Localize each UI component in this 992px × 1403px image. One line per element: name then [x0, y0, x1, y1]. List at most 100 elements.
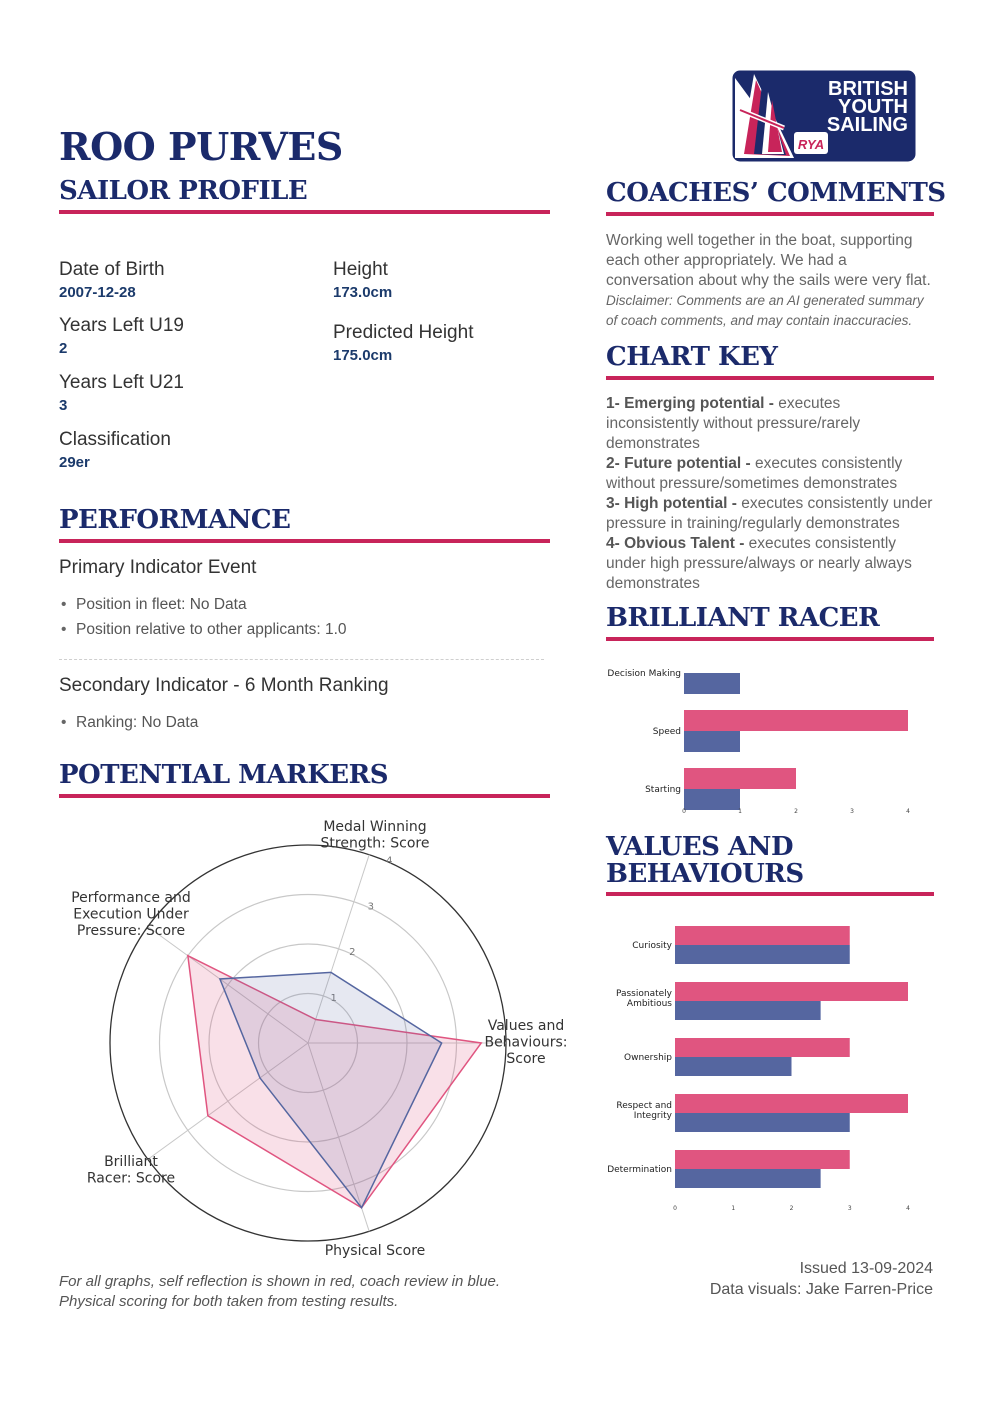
category-label: Speed: [653, 727, 681, 737]
x-tick-label: 4: [906, 1205, 910, 1212]
values-behaviours-heading: VALUES AND BEHAVIOURS: [606, 832, 804, 889]
chart-key-item: 4- Obvious Talent - executes consistentl…: [606, 535, 912, 592]
radar-axis-label: Physical Score: [325, 1243, 426, 1259]
self-bar: [684, 710, 908, 731]
height-field: Height 173.0cm: [333, 259, 392, 301]
coach-bar: [684, 731, 740, 752]
field-value: 173.0cm: [333, 284, 393, 301]
x-tick-label: 2: [790, 1205, 794, 1212]
secondary-indicator-title: Secondary Indicator - 6 Month Ranking: [59, 675, 389, 696]
rya-badge-text: RYA: [798, 137, 824, 152]
radar-spoke: [147, 926, 309, 1044]
x-tick-label: 3: [848, 1205, 852, 1212]
chart-key-heading: CHART KEY: [606, 342, 778, 372]
sailor-profile-heading: SAILOR PROFILE: [59, 176, 308, 206]
x-tick-label: 0: [682, 808, 686, 815]
logo-text-line1: BRITISH: [828, 78, 908, 100]
field-value: 175.0cm: [333, 347, 393, 364]
ai-disclaimer: Disclaimer: Comments are an AI generated…: [606, 293, 924, 328]
radar-axis-label: Brilliant Racer: Score: [87, 1154, 175, 1187]
self-bar: [675, 1094, 908, 1113]
self-bar: [675, 1038, 850, 1057]
performance-heading: PERFORMANCE: [59, 505, 291, 535]
primary-indicator-list: Position in fleet: No Data Position rela…: [59, 592, 347, 642]
years-left-u19-field: Years Left U19 2: [59, 315, 184, 357]
field-label: Years Left U21: [59, 372, 184, 393]
potential-markers-heading: POTENTIAL MARKERS: [59, 760, 389, 790]
classification-field: Classification 29er: [59, 429, 171, 471]
radar-tick-label: 3: [368, 901, 374, 912]
radar-axis-label: Values and Behaviours: Score: [484, 1018, 567, 1067]
section-divider: [606, 212, 934, 216]
radar-tick-label: 2: [349, 947, 355, 958]
category-label: Determination: [607, 1165, 672, 1175]
years-left-u21-field: Years Left U21 3: [59, 372, 184, 414]
coach-bar: [675, 1057, 792, 1076]
section-divider: [59, 210, 550, 214]
issue-footer: Issued 13-09-2024 Data visuals: Jake Far…: [710, 1258, 933, 1300]
coach-bar: [675, 1169, 821, 1188]
sailor-name: ROO PURVES: [59, 124, 343, 169]
coach-bar: [684, 673, 740, 694]
coach-bar: [684, 789, 740, 810]
section-divider: [59, 794, 550, 798]
british-youth-sailing-logo: RYA BRITISH YOUTH SAILING: [732, 70, 916, 162]
radar-axis-label: Medal Winning Strength: Score: [321, 819, 430, 852]
chart-key-item: 1- Emerging potential - executes inconsi…: [606, 395, 861, 452]
x-tick-label: 0: [673, 1205, 677, 1212]
section-divider: [606, 376, 934, 380]
list-item: Position in fleet: No Data: [59, 592, 347, 617]
logo-text-line3: SAILING: [827, 114, 908, 136]
radar-tick-label: 1: [331, 993, 337, 1004]
field-label: Classification: [59, 429, 171, 450]
self-bar: [684, 768, 796, 789]
field-label: Height: [333, 259, 388, 280]
category-label: Curiosity: [632, 941, 672, 951]
x-tick-label: 2: [794, 808, 798, 815]
coach-bar: [675, 945, 850, 964]
category-label: Passionately Ambitious: [616, 989, 673, 1009]
section-divider: [606, 892, 934, 896]
date-of-birth-field: Date of Birth 2007-12-28: [59, 259, 165, 301]
list-item: Position relative to other applicants: 1…: [59, 617, 347, 642]
field-label: Predicted Height: [333, 322, 474, 343]
logo-text-line2: YOUTH: [838, 96, 908, 118]
coach-bar: [675, 1113, 850, 1132]
coach-bar: [675, 1001, 821, 1020]
values-behaviours-bar-chart: Curiosity Passionately Ambitious Ownership R…: [607, 926, 910, 1212]
secondary-indicator-list: Ranking: No Data: [59, 710, 198, 735]
predicted-height-field: Predicted Height 175.0cm: [333, 322, 473, 364]
coaches-comments-heading: COACHES’ COMMENTS: [606, 178, 946, 208]
field-value: 3: [59, 397, 68, 414]
field-label: Years Left U19: [59, 315, 184, 336]
radar-spoke: [147, 1042, 309, 1160]
brilliant-racer-bar-chart: Decision Making Speed Starting 0 1 2 3 4: [607, 669, 910, 815]
category-label: Respect and Integrity: [616, 1101, 672, 1121]
data-visuals-credit: Data visuals: Jake Farren-Price: [709, 1281, 933, 1298]
chart-key-item: 2- Future potential - executes consisten…: [606, 455, 903, 492]
category-label: Decision Making: [607, 669, 681, 679]
coaches-comment-text: Working well together in the boat, suppo…: [606, 232, 931, 289]
field-value: 2007-12-28: [59, 284, 136, 301]
dashed-divider: [59, 659, 544, 660]
field-value: 2: [59, 340, 68, 357]
x-tick-label: 1: [738, 808, 742, 815]
self-bar: [675, 1150, 850, 1169]
primary-indicator-title: Primary Indicator Event: [59, 557, 257, 578]
category-label: Starting: [645, 785, 681, 795]
radar-spoke: [307, 854, 370, 1044]
section-divider: [59, 539, 550, 543]
radar-axis-label: Performance and Execution Under Pressure: …: [71, 890, 191, 939]
x-tick-label: 1: [731, 1205, 735, 1212]
chart-key-item: 3- High potential - executes consistentl…: [606, 495, 933, 532]
section-divider: [606, 637, 934, 641]
radar-series-coach: [218, 971, 443, 1210]
radar-tick-label: 4: [386, 855, 392, 866]
category-label: Ownership: [624, 1053, 672, 1063]
self-bar: [675, 926, 850, 945]
chart-caption: For all graphs, self reflection is shown…: [59, 1273, 501, 1310]
list-item: Ranking: No Data: [59, 710, 198, 735]
radar-series-self: [186, 954, 483, 1209]
field-label: Date of Birth: [59, 259, 165, 280]
